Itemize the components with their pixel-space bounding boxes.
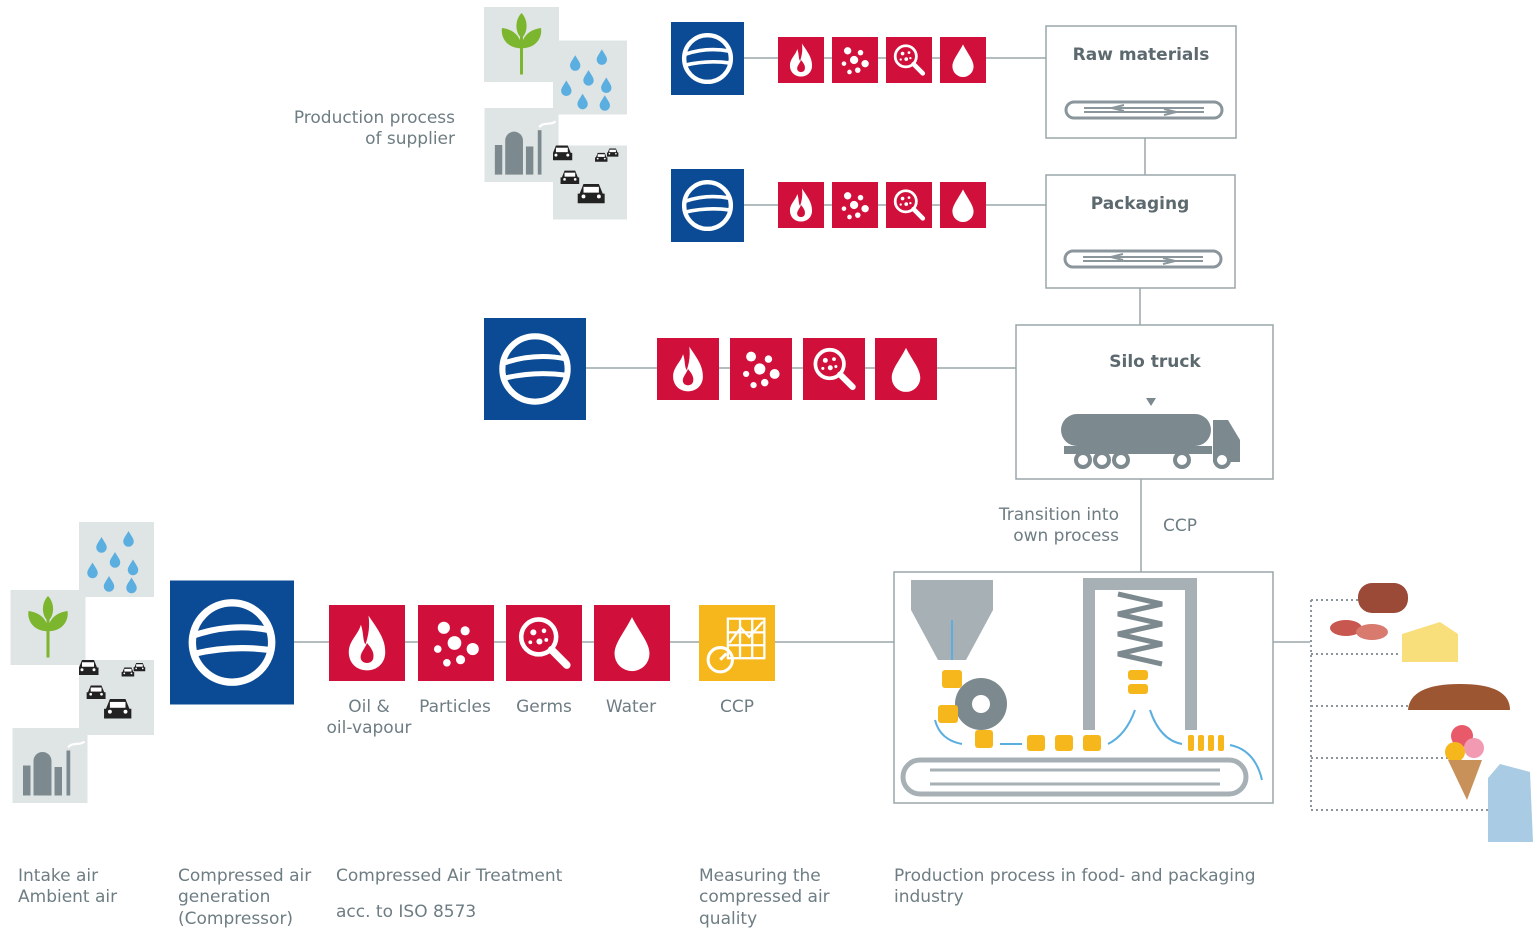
water-icon [594,605,670,681]
particles-icon [418,605,494,681]
water-icon [940,37,986,83]
rain-icon [79,522,154,597]
caption: industry [894,887,964,907]
oil-icon [778,37,824,83]
ccp-icon [699,605,775,681]
station-title: Packaging [1091,194,1190,214]
treatment-label: Germs [516,697,572,717]
caption: (Compressor) [178,909,293,929]
station-title: Silo truck [1109,352,1201,372]
measuring-label: CCP [720,697,754,717]
water-icon [875,338,937,400]
cars-icon [552,146,627,220]
compressor-icon [671,169,744,242]
caption: Production process in food- and packagin… [894,866,1256,886]
transition-label: own process [1013,526,1119,546]
particles-icon [730,338,792,400]
germs-icon [886,37,932,83]
factory-icon [484,108,559,182]
cars-icon [78,660,155,735]
caption: Compressed air [178,866,311,886]
truck-icon [1061,398,1240,469]
caption: compressed air [699,887,830,907]
plant-icon [10,590,86,665]
transition-label: Transition into [998,505,1119,525]
oil-icon [329,605,405,681]
station-box [1045,25,1237,139]
germs-icon [803,338,865,400]
oil-icon [657,338,719,400]
station-box [1045,174,1236,289]
caption: Compressed Air Treatment [336,866,563,886]
caption: Intake air [18,866,98,886]
rain-icon [553,41,627,115]
connector [1310,599,1488,811]
plant-icon [484,7,559,82]
transition-ccp: CCP [1163,516,1197,536]
caption: acc. to ISO 8573 [336,902,476,922]
treatment-label: oil-vapour [327,718,412,738]
oil-icon [778,182,824,228]
station-title: Raw materials [1073,45,1210,65]
compressor-icon [170,581,294,705]
caption: Measuring the [699,866,821,886]
compressor-icon [484,318,586,420]
particles-icon [832,182,878,228]
water-icon [940,182,986,228]
treatment-label: Oil & [348,697,390,717]
caption: quality [699,909,757,929]
supplier-label: Production process [294,108,455,128]
compressor-icon [671,22,744,95]
process-illustration [900,578,1263,797]
germs-icon [886,182,932,228]
treatment-label: Water [606,697,656,717]
supplier-label: of supplier [365,129,455,149]
treatment-label: Particles [419,697,491,717]
germs-icon [506,605,582,681]
factory-icon [12,728,88,803]
products [1330,583,1533,842]
caption: generation [178,887,270,907]
caption: Ambient air [18,887,117,907]
particles-icon [832,37,878,83]
